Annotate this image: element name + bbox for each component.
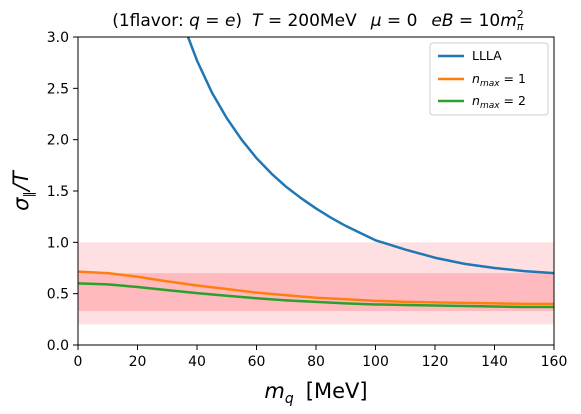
x-tick-label: 40 xyxy=(188,354,206,370)
y-tick-label: 0.5 xyxy=(47,287,69,303)
legend: LLLA nmax = 1 nmax = 2 xyxy=(429,42,549,116)
y-tick-label: 1.5 xyxy=(47,184,69,200)
x-tick-label: 60 xyxy=(248,354,266,370)
x-tick-label: 0 xyxy=(74,354,83,370)
legend-label-nmax2: nmax = 2 xyxy=(472,93,526,111)
legend-box xyxy=(429,42,549,116)
y-tick-label: 2.5 xyxy=(47,81,69,97)
legend-label-llla: LLLA xyxy=(472,48,502,63)
chart-title: (1flavor: q = e) T = 200MeV μ = 0 eB = 10m2… xyxy=(112,8,524,33)
y-tick-label: 3.0 xyxy=(47,30,69,46)
y-tick-label: 2.0 xyxy=(47,133,69,149)
x-tick-label: 20 xyxy=(129,354,147,370)
x-tick-label: 120 xyxy=(422,354,449,370)
y-tick-label: 1.0 xyxy=(47,235,69,251)
series-lines xyxy=(77,36,555,309)
x-tick-label: 140 xyxy=(481,354,508,370)
series-line-nmax1 xyxy=(77,270,554,306)
x-axis-label: mq [MeV] xyxy=(264,379,367,407)
band-0 xyxy=(78,242,554,325)
y-tick-label: 0.0 xyxy=(47,338,69,354)
x-tick-label: 80 xyxy=(307,354,325,370)
x-tick-label: 100 xyxy=(362,354,389,370)
x-tick-label: 160 xyxy=(541,354,568,370)
legend-label-nmax1: nmax = 1 xyxy=(472,71,526,89)
y-axis-label: σ∥/T xyxy=(9,169,37,211)
series-line-nmax2 xyxy=(77,282,554,309)
series-line-llla xyxy=(186,36,555,275)
bands xyxy=(78,242,554,325)
x-ticks: 0 20 40 60 80 100 120 140 160 xyxy=(74,345,568,370)
y-ticks: 0.0 0.5 1.0 1.5 2.0 2.5 3.0 xyxy=(47,30,78,354)
